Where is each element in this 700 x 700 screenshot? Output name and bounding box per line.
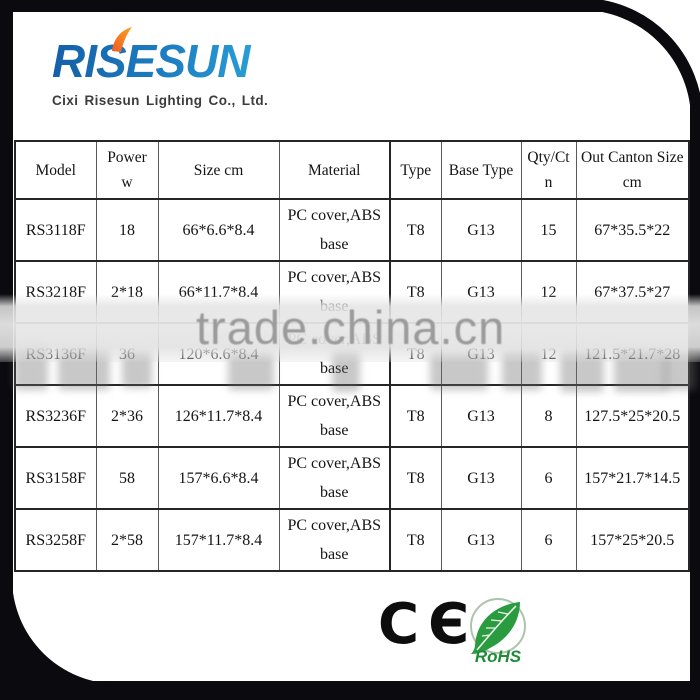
cell-out-canton-size: 127.5*25*20.5 xyxy=(575,384,689,447)
table-row: RS3118F 18 66*6.6*8.4 PC cover,ABS base T8 G1… xyxy=(14,198,689,261)
rohs-label: RoHS xyxy=(475,647,522,666)
cell-type: T8 xyxy=(389,446,441,509)
header-cell-qty-ctn: Qty/Ct n xyxy=(520,140,576,199)
header-cell-model: Model xyxy=(14,140,96,199)
cell-material: PC cover,ABS base xyxy=(278,384,390,447)
cell-base-type: G13 xyxy=(440,198,521,261)
cell-power: 18 xyxy=(95,198,158,261)
cell-model: RS3158F xyxy=(14,446,96,509)
leaf-icon xyxy=(471,602,520,654)
cell-size: 157*6.6*8.4 xyxy=(157,446,279,509)
cell-type: T8 xyxy=(389,384,441,447)
cell-material: PC cover,ABS base xyxy=(278,508,390,571)
cell-qty-ctn: 15 xyxy=(520,198,576,261)
cell-base-type: G13 xyxy=(440,446,521,509)
table-header-row: Model Power w Size cm Material Type Base Type… xyxy=(14,140,689,199)
cell-type: T8 xyxy=(389,508,441,571)
cell-power: 58 xyxy=(95,446,158,509)
header-cell-size: Size cm xyxy=(157,140,279,199)
table-row: RS3258F 2*58 157*11.7*8.4 PC cover,ABS base… xyxy=(14,508,689,571)
frame-bottom xyxy=(0,681,700,700)
brand-wordmark: RISESUN xyxy=(52,36,268,87)
cell-material: PC cover,ABS base xyxy=(278,198,390,261)
watermark-text: trade.china.cn xyxy=(196,301,506,354)
watermark-band xyxy=(0,294,700,362)
frame-corner-bottom-left xyxy=(0,578,118,700)
logo: RISESUN Cixi Risesun Lighting Co., Ltd. xyxy=(52,27,269,108)
header-cell-out-canton-size: Out Canton Size cm xyxy=(575,140,689,199)
ce-mark: CЄ xyxy=(378,592,479,657)
cell-out-canton-size: 157*21.7*14.5 xyxy=(575,446,689,509)
cell-power: 2*58 xyxy=(95,508,158,571)
cell-model: RS3236F xyxy=(14,384,96,447)
frame-corner-top-right xyxy=(580,0,700,121)
header-cell-material: Material xyxy=(278,140,390,199)
cell-size: 126*11.7*8.4 xyxy=(157,384,279,447)
rohs-logo: RoHS xyxy=(458,594,538,672)
cell-base-type: G13 xyxy=(440,508,521,571)
cell-out-canton-size: 67*35.5*22 xyxy=(575,198,689,261)
header-cell-power: Power w xyxy=(95,140,158,199)
rohs-circle-icon xyxy=(470,598,526,654)
cell-base-type: G13 xyxy=(440,384,521,447)
cell-model: RS3118F xyxy=(14,198,96,261)
cell-material: PC cover,ABS base xyxy=(278,446,390,509)
cell-power: 2*36 xyxy=(95,384,158,447)
cell-out-canton-size: 157*25*20.5 xyxy=(575,508,689,571)
cell-qty-ctn: 6 xyxy=(520,508,576,571)
cell-size: 157*11.7*8.4 xyxy=(157,508,279,571)
table-row: RS3158F 58 157*6.6*8.4 PC cover,ABS base T8 G… xyxy=(14,446,689,509)
cell-model: RS3258F xyxy=(14,508,96,571)
frame-top xyxy=(0,0,700,12)
cell-qty-ctn: 8 xyxy=(520,384,576,447)
cell-type: T8 xyxy=(389,198,441,261)
cell-size: 66*6.6*8.4 xyxy=(157,198,279,261)
header-cell-type: Type xyxy=(389,140,441,199)
table-row: RS3236F 2*36 126*11.7*8.4 PC cover,ABS base… xyxy=(14,384,689,447)
company-name: Cixi Risesun Lighting Co., Ltd. xyxy=(52,92,269,108)
flame-icon xyxy=(112,27,132,52)
header-cell-base-type: Base Type xyxy=(440,140,521,199)
cell-qty-ctn: 6 xyxy=(520,446,576,509)
